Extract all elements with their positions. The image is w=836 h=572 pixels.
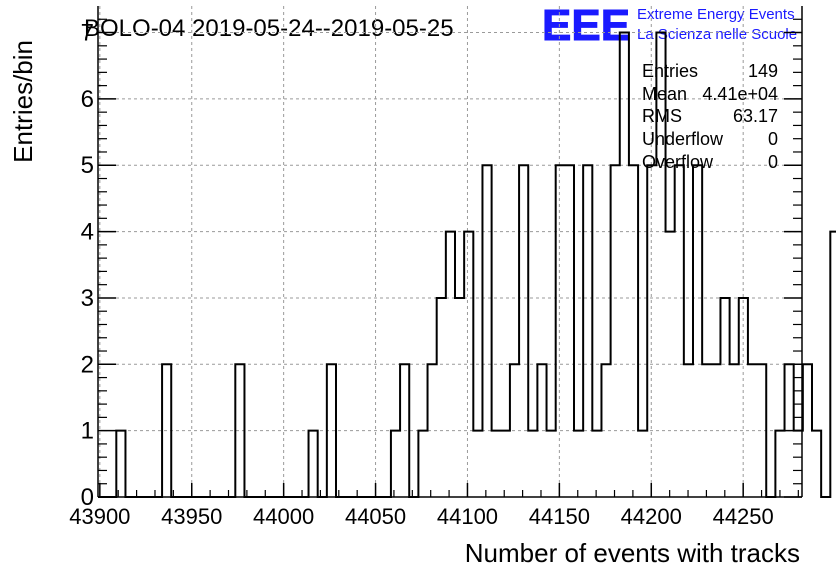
y-tick-label: 6 <box>81 86 94 113</box>
axis-ticks <box>98 18 802 498</box>
logo-line-2: La Scienza nelle Scuole <box>637 26 797 43</box>
x-tick-label: 44250 <box>713 504 774 529</box>
x-tick-label: 44050 <box>345 504 406 529</box>
x-tick-label: 44100 <box>437 504 498 529</box>
y-tick-label: 3 <box>81 285 94 312</box>
logo-line-1: Extreme Energy Events <box>637 6 795 23</box>
stats-row-underflow: Underflow 0 <box>642 129 778 149</box>
y-axis-title: Entries/bin <box>8 40 38 163</box>
x-tick-labels: 43900 43950 44000 44050 44100 44150 44200 44250 <box>69 504 774 529</box>
x-tick-label: 44200 <box>621 504 682 529</box>
y-tick-labels: 0 1 2 3 4 5 6 7 <box>81 20 94 511</box>
x-tick-label: 43900 <box>69 504 130 529</box>
stats-value-mean: 4.41e+04 <box>702 84 778 104</box>
stats-row-rms: RMS 63.17 <box>642 106 778 126</box>
stats-label-rms: RMS <box>642 106 682 126</box>
logo-letters: EEE <box>542 1 630 50</box>
stats-label-overflow: Overflow <box>642 152 714 172</box>
stats-value-underflow: 0 <box>768 129 778 149</box>
y-tick-label: 1 <box>81 418 94 445</box>
x-axis-title: Number of events with tracks <box>465 538 800 568</box>
stats-label-underflow: Underflow <box>642 129 724 149</box>
stats-row-mean: Mean 4.41e+04 <box>642 84 778 104</box>
stats-label-mean: Mean <box>642 84 687 104</box>
y-tick-label: 7 <box>81 20 94 47</box>
stats-row-entries: Entries 149 <box>642 61 778 81</box>
stats-label-entries: Entries <box>642 61 698 81</box>
y-tick-label: 0 <box>81 484 94 511</box>
eee-logo: EEE Extreme Energy Events La Scienza nel… <box>542 1 798 51</box>
chart-title: BOLO-04 2019-05-24--2019-05-25 <box>84 15 454 42</box>
x-tick-label: 44150 <box>529 504 590 529</box>
x-tick-label: 44000 <box>253 504 314 529</box>
grid-lines <box>98 6 802 497</box>
y-tick-label: 5 <box>81 152 94 179</box>
y-tick-label: 2 <box>81 351 94 378</box>
stats-value-overflow: 0 <box>768 152 778 172</box>
x-tick-label: 43950 <box>161 504 222 529</box>
stats-row-overflow: Overflow 0 <box>642 152 778 172</box>
y-tick-label: 4 <box>81 219 94 246</box>
stats-box: Entries 149 Mean 4.41e+04 RMS 63.17 Unde… <box>642 61 778 172</box>
stats-value-rms: 63.17 <box>733 106 778 126</box>
stats-value-entries: 149 <box>748 61 778 81</box>
plot-frame <box>97 6 803 498</box>
